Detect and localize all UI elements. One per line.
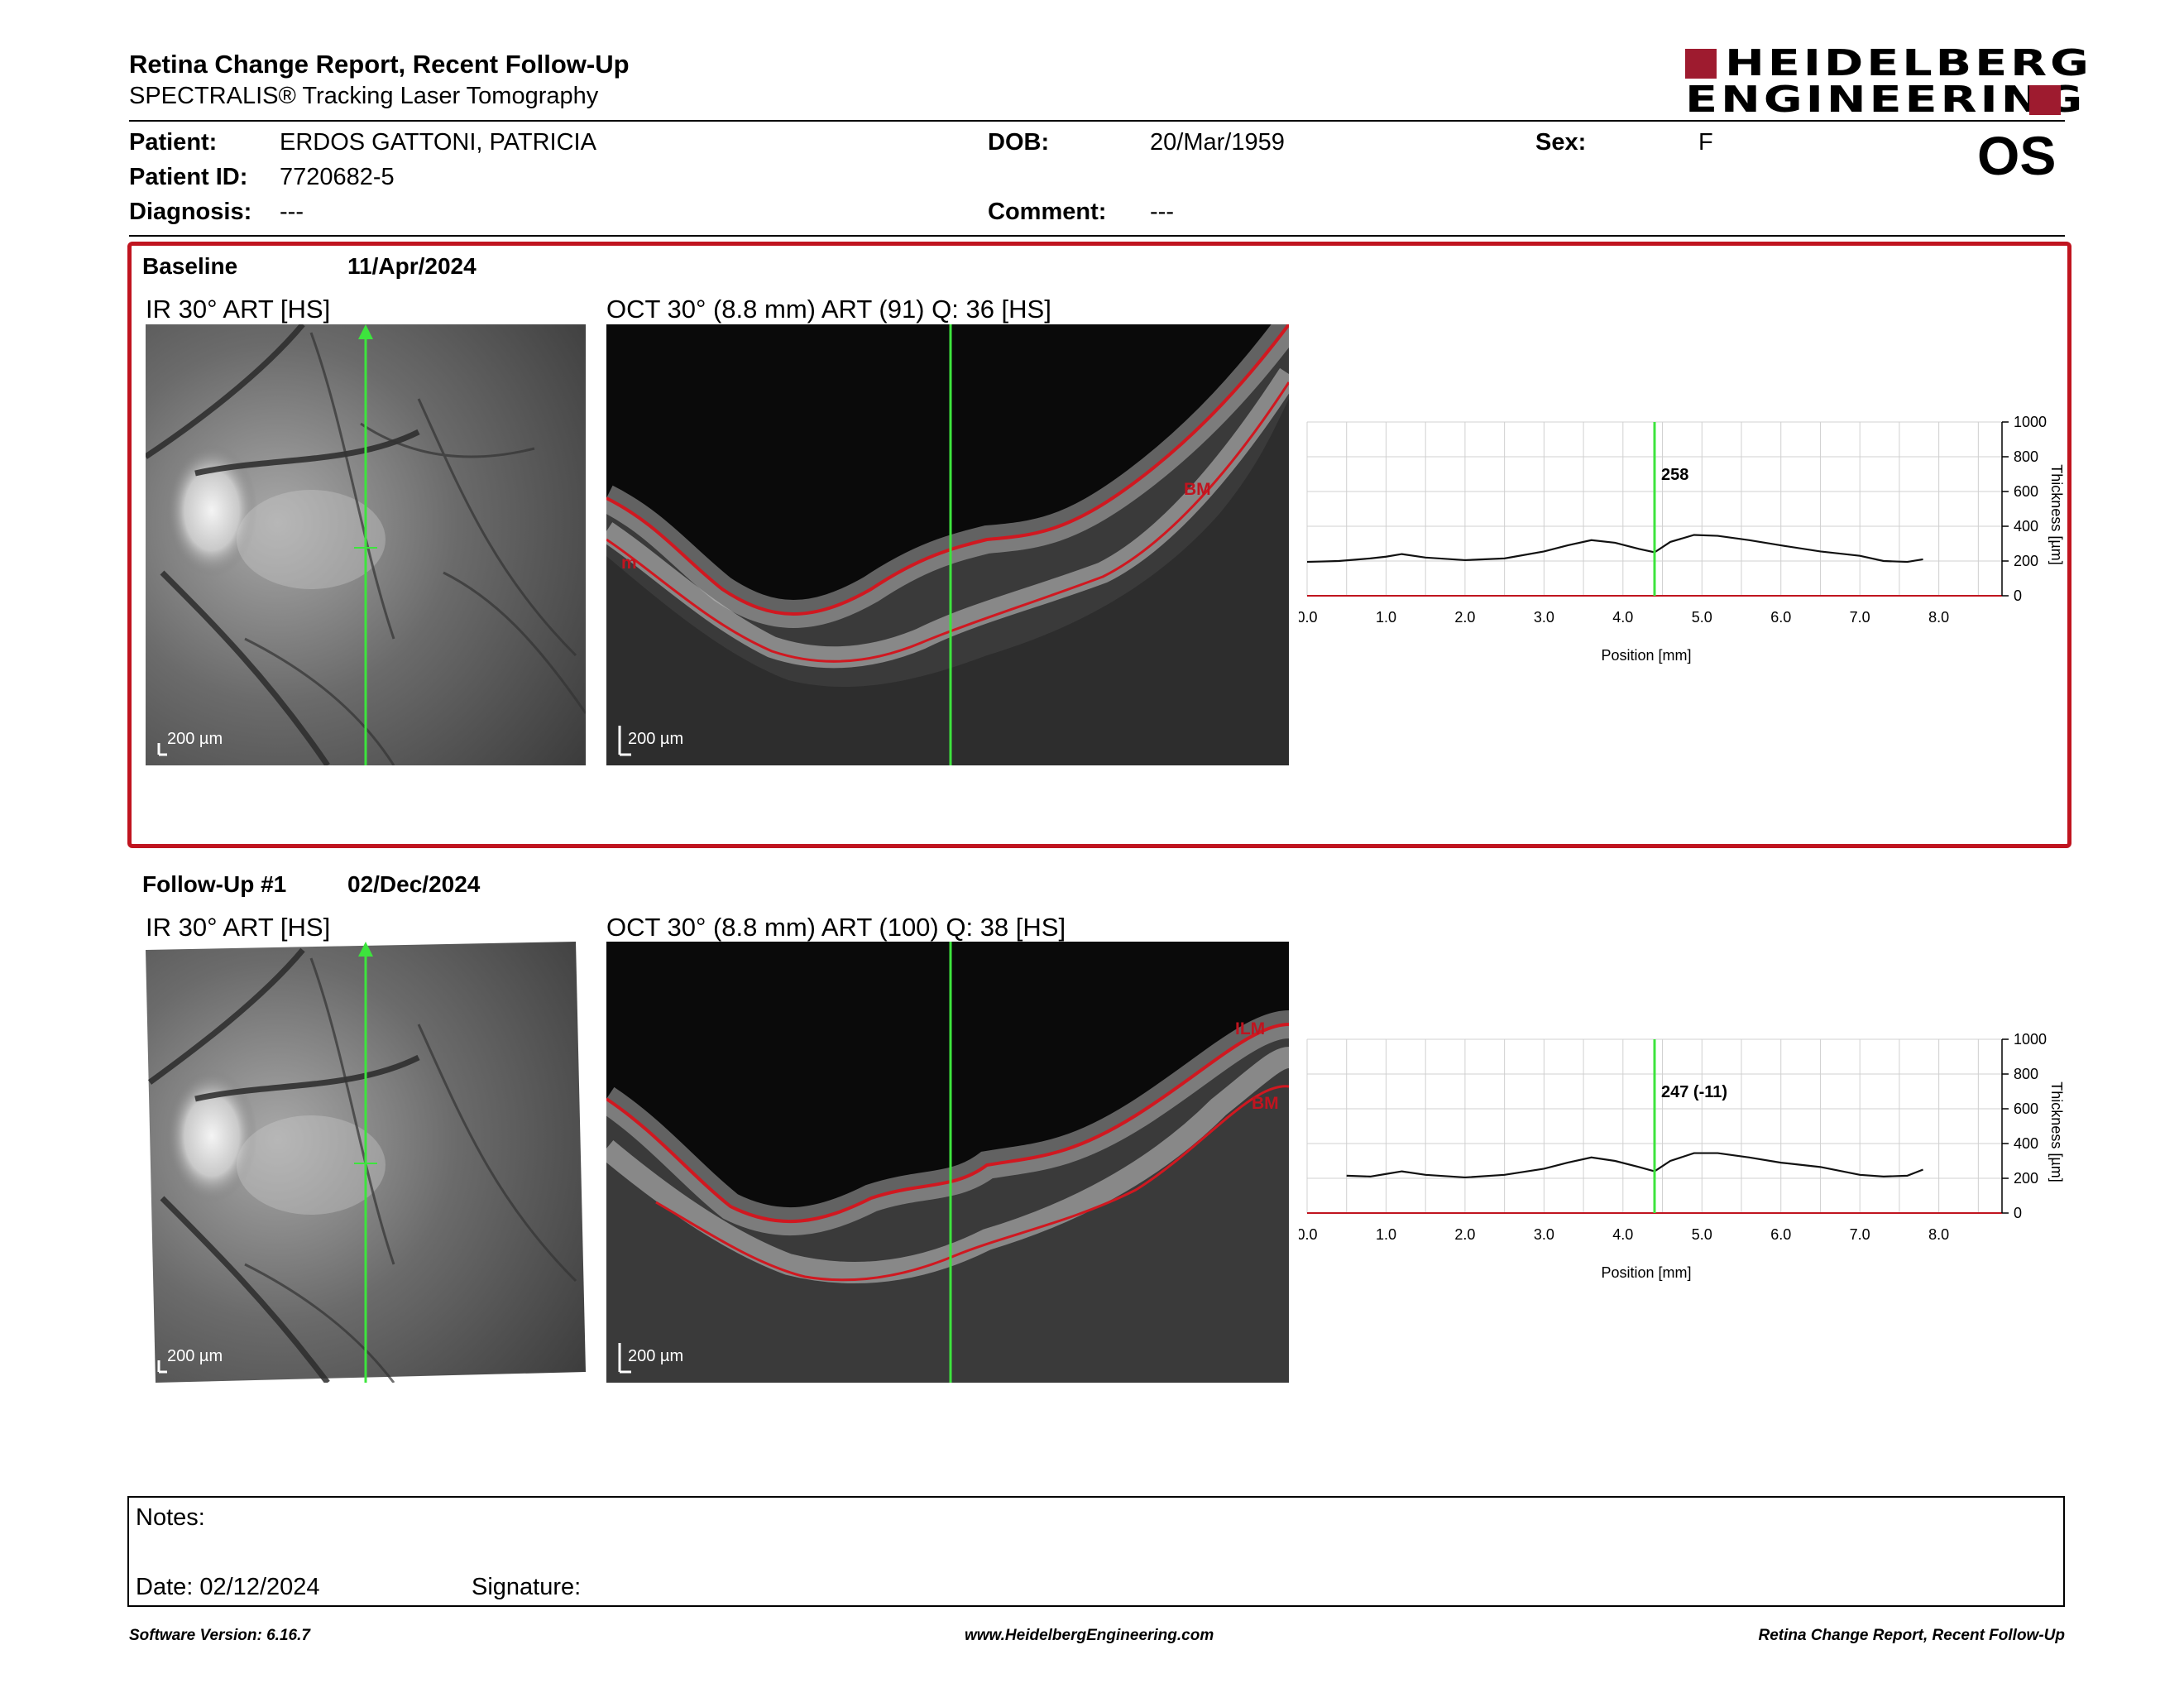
y-tick-label: 800 bbox=[2014, 1066, 2038, 1082]
followup-ir-title: IR 30° ART [HS] bbox=[146, 913, 331, 942]
y-tick-label: 800 bbox=[2014, 448, 2038, 465]
y-tick-label: 400 bbox=[2014, 1135, 2038, 1152]
baseline-ir-scale: 200 µm bbox=[167, 730, 223, 748]
followup-thickness-chart: 0.0 1.0 2.0 3.0 4.0 5.0 6.0 7.0 8.0 0 200 400 600 80… bbox=[1299, 1031, 2065, 1281]
y-tick-label: 0 bbox=[2014, 1205, 2022, 1221]
sex-label: Sex: bbox=[1535, 129, 1587, 156]
baseline-thickness-chart: 0.0 1.0 2.0 3.0 4.0 5.0 6.0 7.0 8.0 0 200 400 600 80… bbox=[1299, 414, 2065, 664]
eye-label: OS bbox=[1977, 125, 2057, 186]
followup-bm-label: BM bbox=[1252, 1094, 1279, 1113]
baseline-label: Baseline bbox=[142, 253, 238, 279]
x-tick-label: 8.0 bbox=[1928, 1226, 1949, 1243]
x-tick-label: 7.0 bbox=[1850, 1226, 1870, 1243]
y-tick-label: 0 bbox=[2014, 587, 2022, 604]
notes-label: Notes: bbox=[136, 1504, 205, 1531]
x-tick-label: 7.0 bbox=[1850, 609, 1870, 626]
patient-id-label: Patient ID: bbox=[129, 164, 248, 190]
y-axis-label: Thickness [µm] bbox=[2048, 464, 2065, 564]
thickness-line bbox=[1306, 534, 1923, 563]
logo-square-icon-2 bbox=[2029, 85, 2061, 115]
thickness-line bbox=[1346, 1152, 1923, 1179]
followup-ilm-label: ILM bbox=[1235, 1019, 1265, 1038]
y-tick-label: 200 bbox=[2014, 553, 2038, 569]
baseline-date: 11/Apr/2024 bbox=[347, 253, 477, 279]
notes-signature: Signature: bbox=[472, 1574, 582, 1600]
notes-box[interactable] bbox=[127, 1496, 2065, 1607]
baseline-ir-title: IR 30° ART [HS] bbox=[146, 295, 331, 324]
logo-square-icon bbox=[1685, 49, 1717, 79]
followup-oct-image: ILM BM bbox=[606, 942, 1289, 1383]
y-tick-label: 600 bbox=[2014, 1101, 2038, 1117]
baseline-oct-title: OCT 30° (8.8 mm) ART (91) Q: 36 [HS] bbox=[606, 295, 1051, 324]
followup-ir-image bbox=[146, 942, 586, 1383]
logo-line2: ENGINEERING bbox=[1685, 79, 2086, 121]
x-axis-label: Position [mm] bbox=[1601, 647, 1691, 664]
y-tick-labels: 0 200 400 600 800 1000 bbox=[2002, 1031, 2047, 1221]
report-subtitle: SPECTRALIS® Tracking Laser Tomography bbox=[129, 83, 599, 109]
y-tick-label: 1000 bbox=[2014, 414, 2047, 430]
baseline-oct-scale: 200 µm bbox=[628, 730, 684, 748]
x-tick-label: 4.0 bbox=[1612, 609, 1633, 626]
baseline-oct-image: BM m bbox=[606, 324, 1289, 765]
x-tick-label: 1.0 bbox=[1376, 609, 1396, 626]
followup-oct-scale: 200 µm bbox=[628, 1347, 684, 1365]
y-tick-label: 600 bbox=[2014, 483, 2038, 500]
x-tick-labels: 0.0 1.0 2.0 3.0 4.0 5.0 6.0 7.0 8.0 bbox=[1299, 609, 1949, 626]
footer-report: Retina Change Report, Recent Follow-Up bbox=[1758, 1627, 2065, 1644]
x-tick-label: 2.0 bbox=[1454, 1226, 1475, 1243]
header-divider bbox=[129, 120, 2065, 122]
patient-label: Patient: bbox=[129, 129, 218, 156]
y-tick-label: 1000 bbox=[2014, 1031, 2047, 1048]
x-tick-label: 6.0 bbox=[1770, 1226, 1791, 1243]
x-tick-label: 6.0 bbox=[1770, 609, 1791, 626]
x-tick-label: 2.0 bbox=[1454, 609, 1475, 626]
cursor-value-label: 258 bbox=[1661, 466, 1688, 484]
patient-name: ERDOS GATTONI, PATRICIA bbox=[280, 129, 596, 156]
comment-label: Comment: bbox=[988, 199, 1107, 225]
x-tick-label: 3.0 bbox=[1534, 1226, 1554, 1243]
footer-website[interactable]: www.HeidelbergEngineering.com bbox=[965, 1627, 1214, 1644]
followup-label: Follow-Up #1 bbox=[142, 871, 287, 897]
report-title: Retina Change Report, Recent Follow-Up bbox=[129, 50, 630, 79]
comment-value: --- bbox=[1150, 199, 1174, 225]
footer-software: Software Version: 6.16.7 bbox=[129, 1627, 310, 1644]
logo-line1: HEIDELBERG bbox=[1725, 42, 2092, 84]
dob-label: DOB: bbox=[988, 129, 1050, 156]
diagnosis-label: Diagnosis: bbox=[129, 199, 252, 225]
baseline-bm-label: BM bbox=[1184, 480, 1211, 499]
x-tick-label: 5.0 bbox=[1692, 1226, 1712, 1243]
sex-value: F bbox=[1698, 129, 1713, 156]
chart-series bbox=[1306, 534, 1923, 563]
patient-id-value: 7720682-5 bbox=[280, 164, 395, 190]
y-axis-label: Thickness [µm] bbox=[2048, 1081, 2065, 1182]
y-tick-label: 400 bbox=[2014, 518, 2038, 535]
x-tick-label: 5.0 bbox=[1692, 609, 1712, 626]
dob-value: 20/Mar/1959 bbox=[1150, 129, 1285, 156]
x-tick-labels: 0.0 1.0 2.0 3.0 4.0 5.0 6.0 7.0 8.0 bbox=[1299, 1226, 1949, 1243]
notes-date: Date: 02/12/2024 bbox=[136, 1574, 320, 1600]
x-tick-label: 0.0 bbox=[1299, 1226, 1318, 1243]
diagnosis-value: --- bbox=[280, 199, 304, 225]
y-tick-labels: 0 200 400 600 800 1000 bbox=[2002, 414, 2047, 604]
baseline-frame bbox=[127, 242, 2071, 848]
baseline-left-label: m bbox=[621, 554, 637, 573]
followup-oct-title: OCT 30° (8.8 mm) ART (100) Q: 38 [HS] bbox=[606, 913, 1066, 942]
cursor-value-label: 247 (-11) bbox=[1661, 1083, 1727, 1101]
y-tick-label: 200 bbox=[2014, 1170, 2038, 1187]
heidelberg-logo: HEIDELBERG ENGINEERING bbox=[1685, 46, 2089, 120]
x-tick-label: 4.0 bbox=[1612, 1226, 1633, 1243]
chart-series bbox=[1346, 1152, 1923, 1179]
patient-divider bbox=[129, 235, 2065, 237]
x-tick-label: 3.0 bbox=[1534, 609, 1554, 626]
x-tick-label: 0.0 bbox=[1299, 609, 1318, 626]
followup-date: 02/Dec/2024 bbox=[347, 871, 481, 897]
baseline-ir-image bbox=[146, 324, 586, 765]
x-axis-label: Position [mm] bbox=[1601, 1264, 1691, 1281]
x-tick-label: 1.0 bbox=[1376, 1226, 1396, 1243]
x-tick-label: 8.0 bbox=[1928, 609, 1949, 626]
followup-ir-scale: 200 µm bbox=[167, 1347, 223, 1365]
